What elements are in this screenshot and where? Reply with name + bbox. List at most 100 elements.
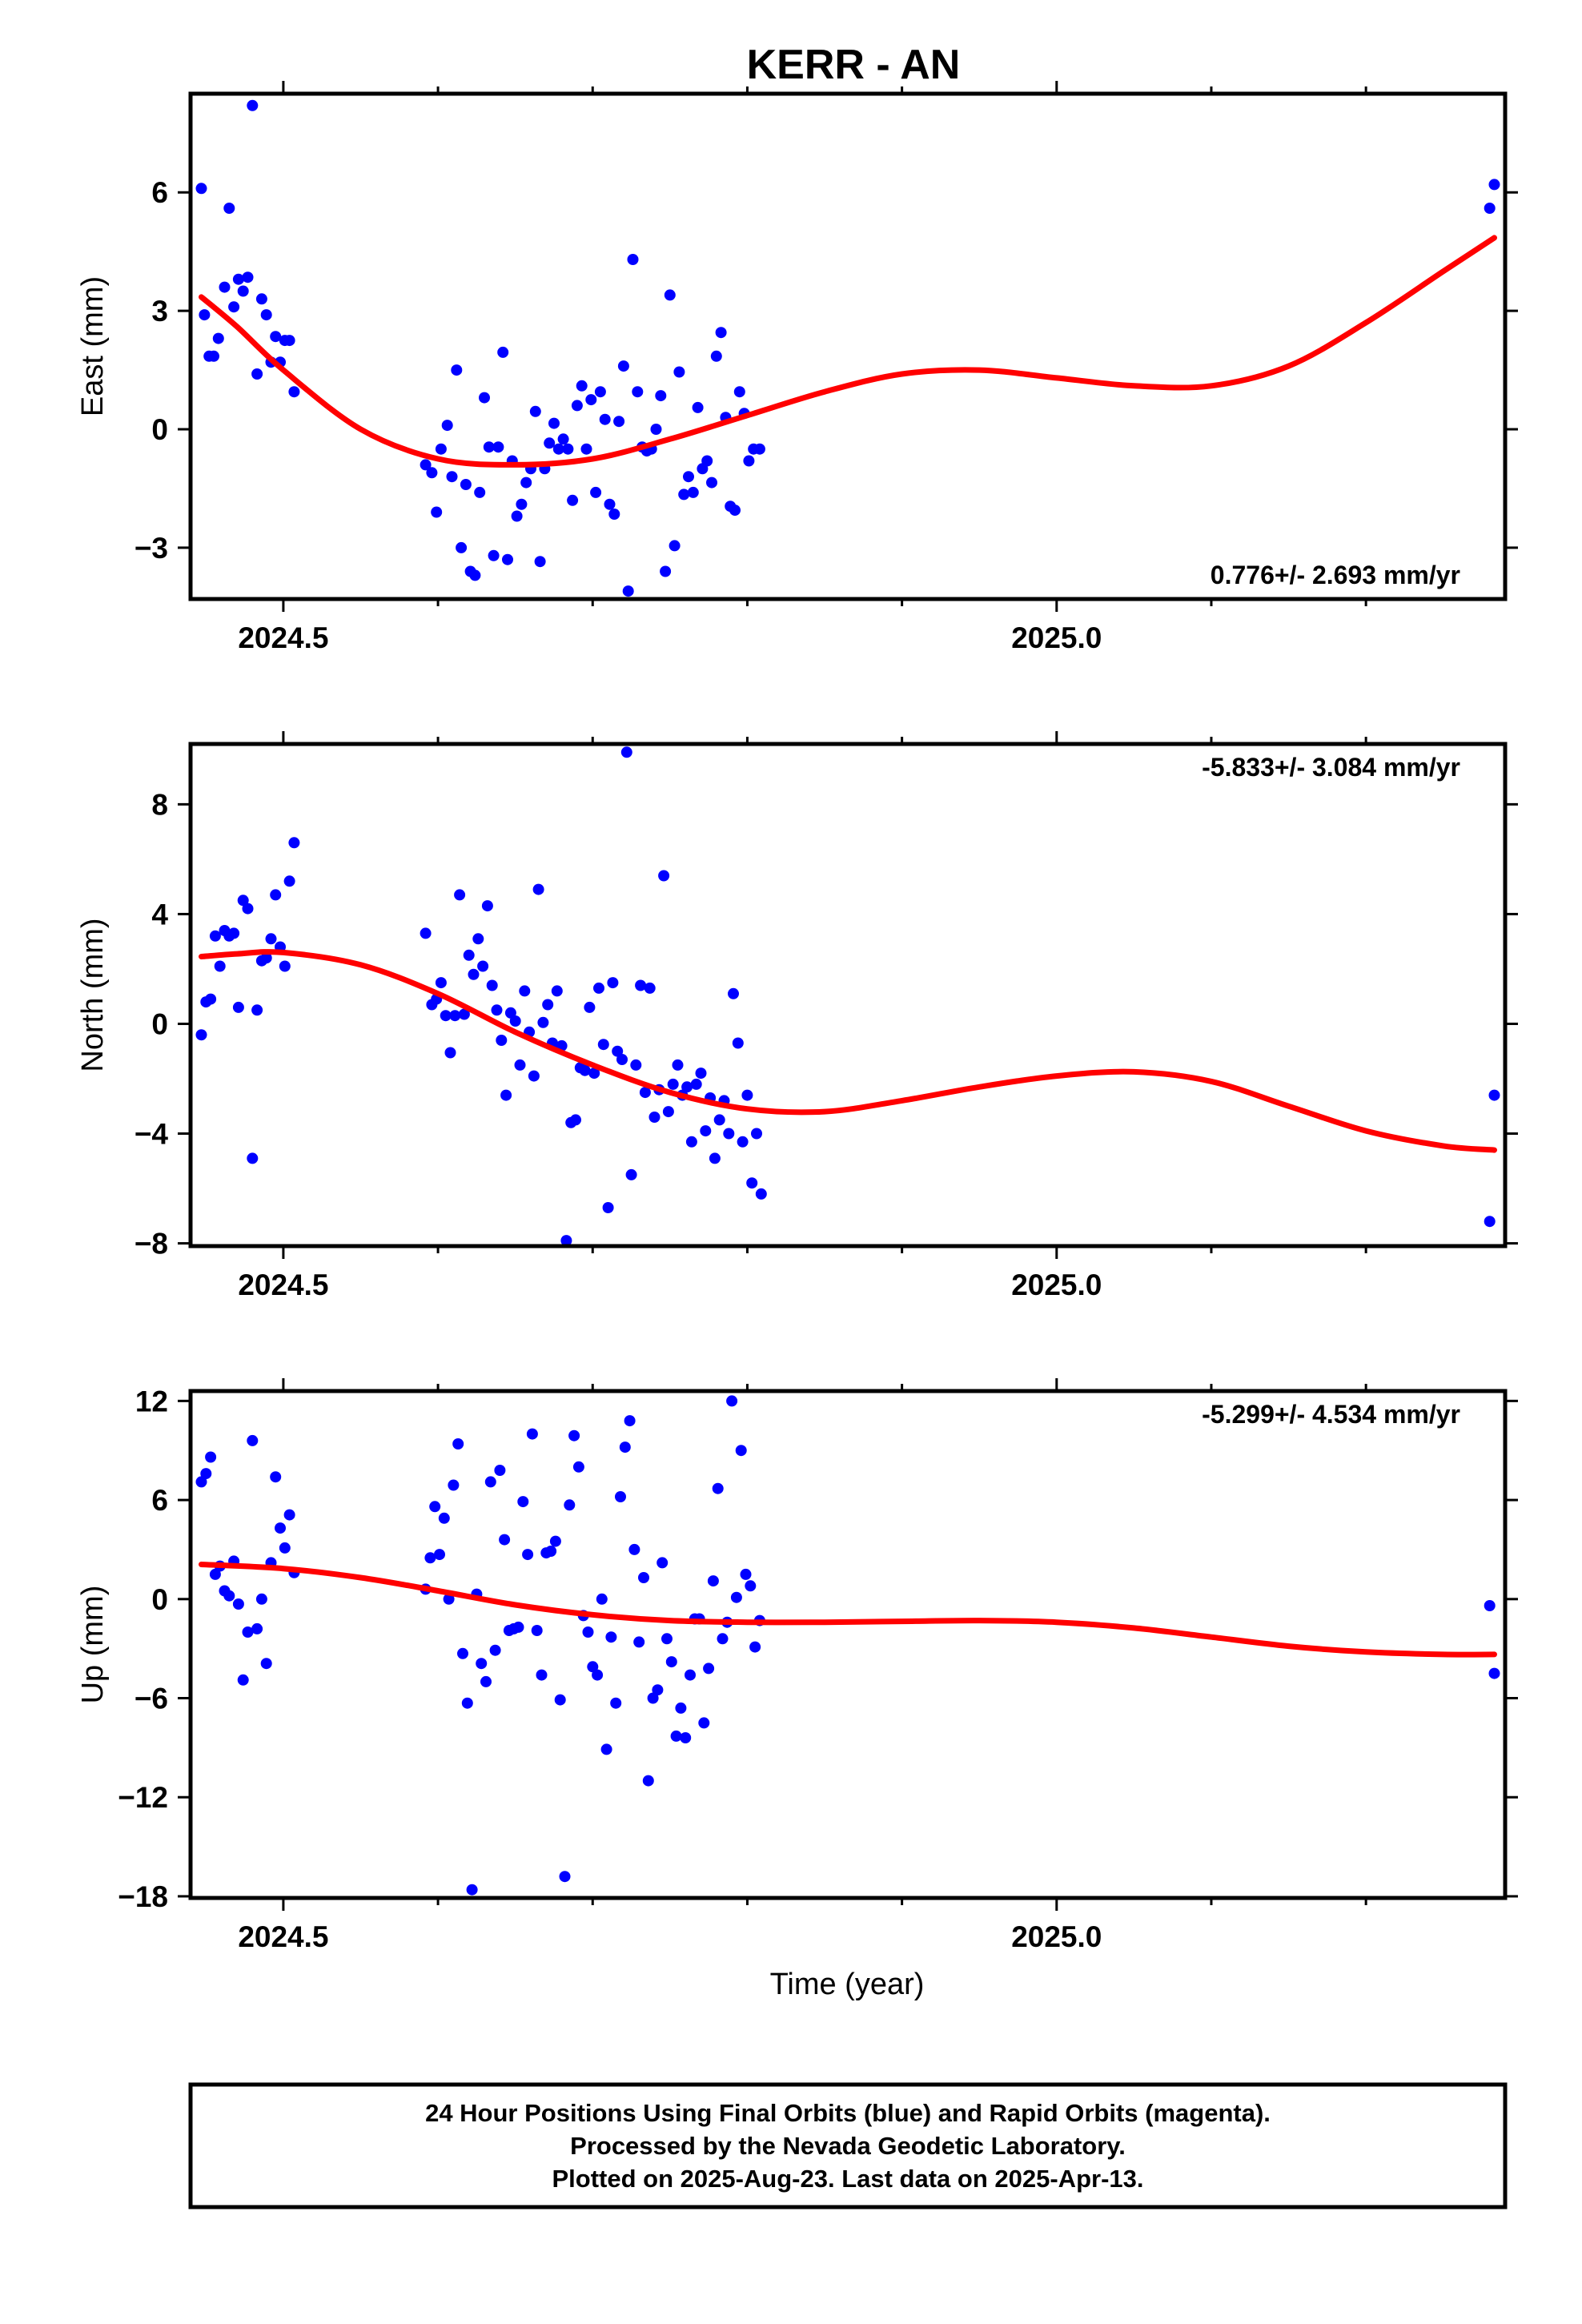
data-point (700, 1125, 712, 1137)
data-point (479, 392, 490, 404)
data-point (584, 1001, 596, 1013)
data-point (713, 1114, 725, 1126)
data-point (449, 1010, 461, 1022)
data-point (208, 350, 219, 362)
data-point (628, 1543, 640, 1555)
data-point (232, 273, 244, 285)
data-point (600, 1743, 612, 1755)
y-tick-label: −3 (135, 532, 168, 565)
y-axis-label: Up (mm) (76, 1586, 110, 1704)
data-point (630, 1059, 642, 1071)
data-point (746, 1177, 758, 1189)
data-point (703, 1663, 715, 1675)
y-tick-label: 12 (135, 1385, 168, 1417)
data-point (270, 331, 282, 343)
data-point (251, 1622, 263, 1634)
data-point (751, 1128, 762, 1140)
data-point (709, 1152, 721, 1164)
data-point (1484, 203, 1496, 214)
data-point (661, 1633, 673, 1645)
x-tick-label: 2025.0 (1011, 1269, 1102, 1301)
data-point (592, 1669, 604, 1681)
data-point (607, 977, 619, 989)
data-point (620, 746, 632, 758)
data-point (504, 1007, 516, 1019)
data-point (562, 443, 574, 455)
data-point (672, 1059, 684, 1071)
y-axis-label: North (mm) (76, 918, 110, 1072)
x-tick-label: 2024.5 (238, 1920, 328, 1953)
data-point (247, 1434, 259, 1446)
data-point (214, 960, 226, 972)
data-point (1484, 1600, 1496, 1611)
y-tick-label: 3 (151, 295, 168, 328)
data-point (444, 1047, 456, 1059)
data-point (605, 1631, 617, 1643)
data-point (420, 927, 432, 939)
x-tick-label: 2024.5 (238, 1269, 328, 1301)
y-tick-label: 0 (151, 1583, 168, 1616)
data-point (642, 1775, 654, 1787)
data-point (446, 471, 458, 483)
data-point (435, 443, 447, 455)
data-point (426, 467, 438, 479)
data-point (195, 1029, 207, 1041)
data-point (275, 1522, 286, 1534)
data-point (683, 471, 694, 483)
data-point (743, 455, 755, 467)
data-point (737, 1136, 749, 1148)
caption-line-2: Processed by the Nevada Geodetic Laborat… (570, 2132, 1126, 2160)
y-tick-label: 8 (151, 788, 168, 821)
data-point (511, 510, 523, 522)
data-point (749, 1641, 761, 1653)
data-point (247, 99, 259, 111)
data-point (484, 1476, 496, 1488)
data-point (732, 1037, 744, 1049)
data-point (195, 183, 207, 195)
data-point (270, 889, 282, 901)
y-tick-label: −6 (135, 1683, 168, 1715)
data-point (443, 1593, 455, 1605)
data-point (486, 979, 498, 991)
data-point (205, 993, 217, 1005)
data-point (260, 952, 272, 964)
data-point (466, 1884, 478, 1896)
data-point (625, 1168, 637, 1180)
data-point (496, 1035, 508, 1046)
data-point (497, 346, 509, 358)
fit-curve (199, 1562, 1497, 1658)
data-point (481, 900, 493, 912)
data-point (557, 433, 569, 445)
data-point (195, 1476, 207, 1488)
plot-frame (188, 1389, 1508, 1900)
y-tick-label: −18 (118, 1880, 168, 1913)
data-point (712, 1482, 724, 1494)
x-tick-label: 2025.0 (1011, 621, 1102, 654)
y-tick-label: 4 (151, 898, 168, 931)
data-point (440, 1010, 452, 1022)
x-axis-label: Time (year) (770, 1968, 925, 2001)
data-point (624, 1415, 636, 1427)
data-point (528, 1070, 540, 1082)
data-point (717, 1633, 729, 1645)
data-point (520, 476, 532, 489)
data-point (223, 1590, 235, 1602)
data-point (564, 1499, 576, 1511)
data-point (283, 875, 295, 887)
data-point (242, 1626, 254, 1638)
data-point (200, 1468, 212, 1480)
data-point (599, 413, 611, 425)
fit-curve (199, 949, 1497, 1153)
data-point (279, 960, 291, 972)
data-point (638, 1572, 649, 1583)
data-point (675, 1702, 687, 1714)
data-point (593, 982, 604, 994)
data-point (726, 1395, 738, 1407)
data-point (516, 498, 528, 510)
data-point (522, 1549, 534, 1561)
data-point (664, 289, 676, 301)
data-point (745, 1580, 757, 1592)
data-point (730, 1591, 742, 1603)
data-point (650, 424, 662, 435)
